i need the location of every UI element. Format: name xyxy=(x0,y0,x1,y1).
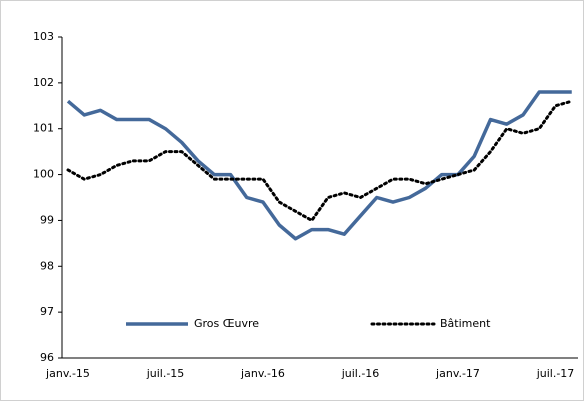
y-tick-label: 99 xyxy=(40,213,54,226)
x-tick-label: juil.-15 xyxy=(146,367,185,380)
x-tick-label: juil.-16 xyxy=(341,367,380,380)
y-tick-label: 101 xyxy=(33,122,54,135)
y-tick-label: 98 xyxy=(40,259,54,272)
line-series xyxy=(66,90,572,241)
legend-label: Gros Œuvre xyxy=(194,317,259,330)
x-tick-label: janv.-17 xyxy=(435,367,480,380)
y-tick-label: 100 xyxy=(33,168,54,181)
legend-label: Bâtiment xyxy=(440,317,491,330)
y-tick-label: 96 xyxy=(40,351,54,364)
line-series xyxy=(66,99,574,222)
x-tick-label: juil.-17 xyxy=(536,367,575,380)
y-tick-label: 102 xyxy=(33,76,54,89)
x-tick-label: janv.-16 xyxy=(240,367,285,380)
y-tick-label: 97 xyxy=(40,305,54,318)
x-tick-label: janv.-15 xyxy=(45,367,90,380)
y-tick-label: 103 xyxy=(33,30,54,43)
